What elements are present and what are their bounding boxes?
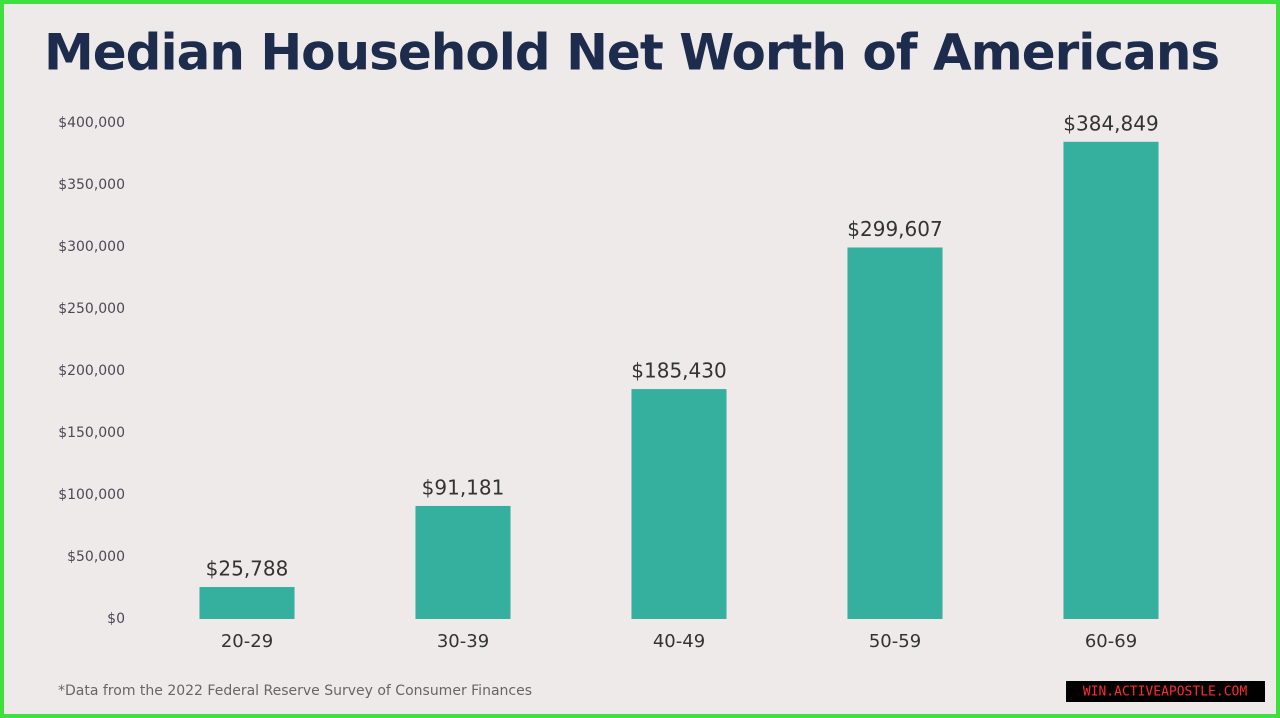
value-label: $185,430: [631, 359, 726, 383]
x-tick-label: 50-59: [869, 631, 921, 652]
x-tick-label: 20-29: [221, 631, 273, 652]
x-tick-label: 40-49: [653, 631, 705, 652]
value-label: $299,607: [847, 217, 942, 241]
x-tick-label: 60-69: [1085, 631, 1137, 652]
value-label: $25,788: [206, 557, 289, 581]
bar: [415, 505, 511, 619]
y-tick-label: $200,000: [58, 363, 125, 379]
y-tick-label: $150,000: [58, 425, 125, 441]
y-tick-label: $250,000: [58, 301, 125, 317]
y-tick-label: $400,000: [58, 115, 125, 131]
watermark-box: [1066, 681, 1265, 702]
footnote: *Data from the 2022 Federal Reserve Surv…: [58, 683, 532, 699]
value-label: $384,849: [1063, 111, 1158, 135]
y-tick-label: $300,000: [58, 239, 125, 255]
y-tick-label: $100,000: [58, 487, 125, 503]
bar: [1063, 141, 1159, 620]
bar: [847, 247, 943, 620]
value-label: $91,181: [422, 475, 505, 499]
watermark: WIN.ACTIVEAPOSTLE.COM: [1083, 685, 1248, 700]
y-tick-label: $0: [107, 611, 125, 627]
chart-title: Median Household Net Worth of Americans: [44, 24, 1219, 82]
bar: [631, 389, 727, 619]
x-tick-label: 30-39: [437, 631, 489, 652]
y-tick-label: $50,000: [67, 549, 125, 565]
bar: [199, 587, 295, 619]
y-tick-label: $350,000: [58, 177, 125, 193]
